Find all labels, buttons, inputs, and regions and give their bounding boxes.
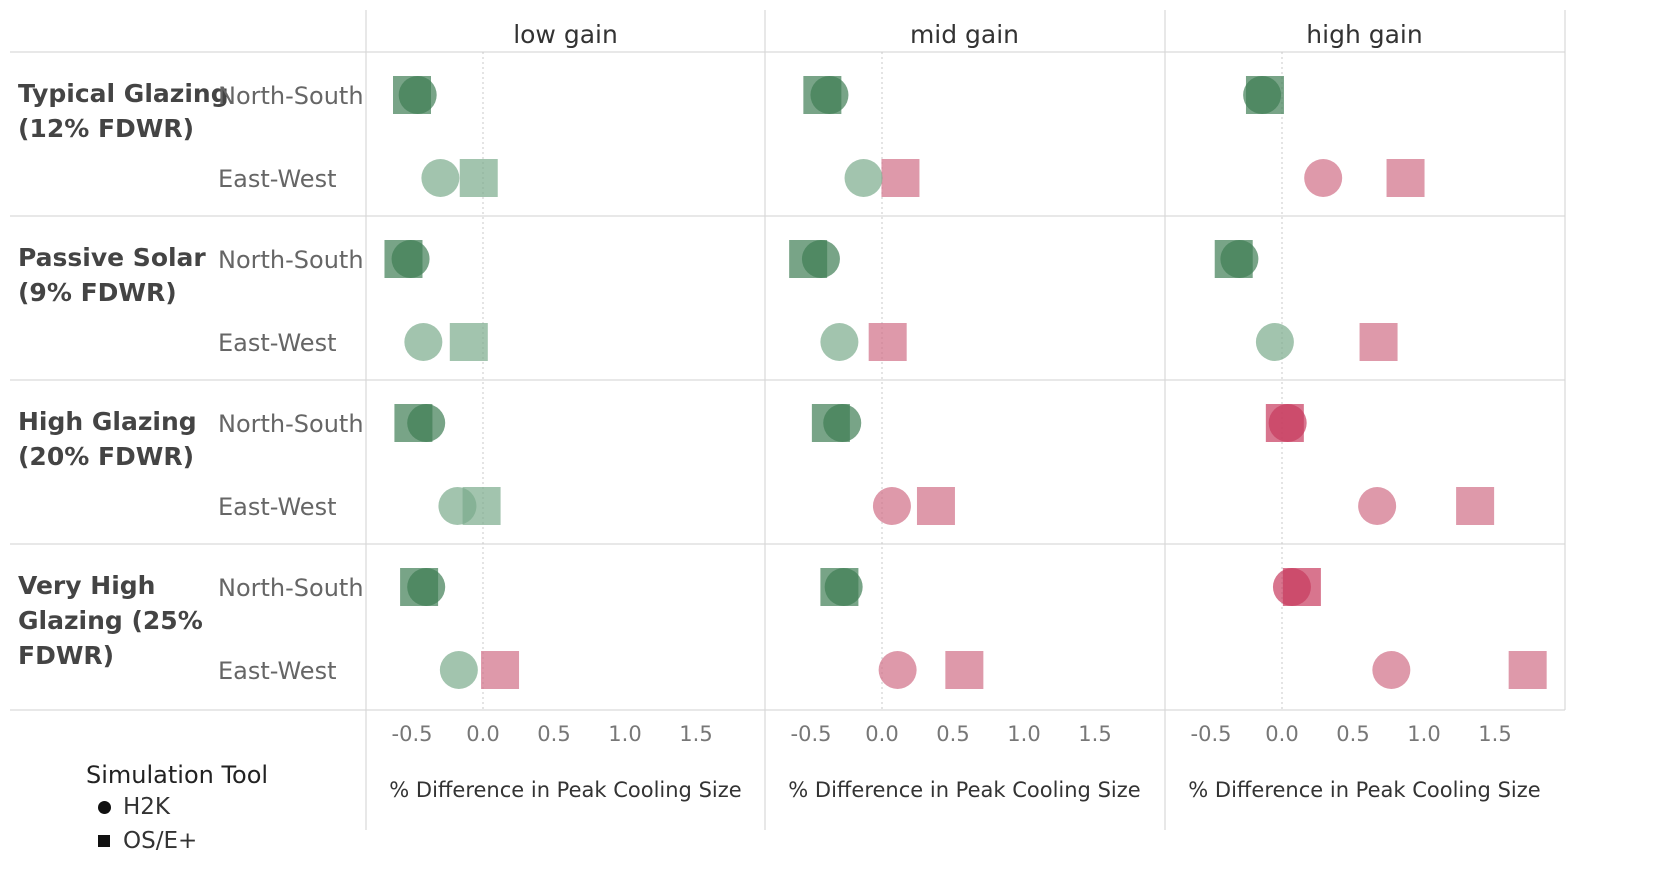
x-tick-label: 0.0 (1265, 722, 1298, 746)
row-label: Glazing (25% (18, 606, 203, 635)
x-axis-label: % Difference in Peak Cooling Size (389, 778, 741, 802)
row-label: (20% FDWR) (18, 442, 194, 471)
h2k-circle-mark (407, 404, 446, 442)
h2k-circle-mark (1304, 159, 1343, 197)
ose-square-mark (1386, 159, 1425, 197)
x-axis-label: % Difference in Peak Cooling Size (788, 778, 1140, 802)
legend: Simulation Tool H2K OS/E+ (86, 760, 268, 858)
ose-square-mark (1456, 487, 1495, 525)
x-tick-label: 1.5 (679, 722, 712, 746)
h2k-circle-mark (820, 323, 859, 361)
h2k-circle-mark (398, 76, 437, 114)
x-tick-label: 1.0 (1007, 722, 1040, 746)
x-tick-label: 0.5 (1336, 722, 1369, 746)
x-tick-label: -0.5 (392, 722, 433, 746)
ose-square-mark (881, 159, 920, 197)
h2k-circle-mark (391, 240, 430, 278)
ose-square-mark (945, 651, 984, 689)
h2k-circle-mark (1243, 76, 1282, 114)
h2k-circle-mark (844, 159, 883, 197)
circle-icon (98, 800, 111, 814)
h2k-circle-mark (439, 651, 478, 689)
legend-label-h2k: H2K (123, 794, 171, 820)
row-label: (12% FDWR) (18, 114, 194, 143)
h2k-circle-mark (824, 568, 863, 606)
orientation-label: North-South (218, 574, 364, 602)
column-header: high gain (1306, 20, 1422, 49)
x-tick-label: 1.0 (608, 722, 641, 746)
ose-square-mark (1359, 323, 1398, 361)
row-label: Typical Glazing (18, 79, 229, 108)
legend-item-ose: OS/E+ (98, 824, 268, 858)
square-icon (98, 835, 110, 847)
orientation-label: East-West (218, 493, 336, 521)
h2k-circle-mark (1358, 487, 1397, 525)
h2k-circle-mark (1272, 568, 1311, 606)
h2k-circle-mark (1255, 323, 1294, 361)
legend-title: Simulation Tool (86, 761, 269, 789)
h2k-circle-mark (421, 159, 460, 197)
x-tick-label: -0.5 (1191, 722, 1232, 746)
h2k-circle-mark (1220, 240, 1259, 278)
x-tick-label: 0.0 (865, 722, 898, 746)
legend-label-ose: OS/E+ (123, 828, 198, 854)
h2k-circle-mark (872, 487, 911, 525)
ose-square-mark (481, 651, 520, 689)
x-tick-label: 0.5 (936, 722, 969, 746)
x-tick-label: 0.0 (466, 722, 499, 746)
orientation-label: East-West (218, 657, 336, 685)
column-header: mid gain (910, 20, 1019, 49)
ose-square-mark (449, 323, 488, 361)
h2k-circle-mark (823, 404, 862, 442)
row-label: (9% FDWR) (18, 278, 177, 307)
ose-square-mark (868, 323, 907, 361)
x-tick-label: 1.0 (1407, 722, 1440, 746)
h2k-circle-mark (801, 240, 840, 278)
orientation-label: North-South (218, 246, 364, 274)
legend-item-h2k: H2K (98, 790, 268, 824)
row-label: FDWR) (18, 641, 114, 670)
row-label: Passive Solar (18, 243, 206, 272)
h2k-circle-mark (1268, 404, 1307, 442)
row-label: Very High (18, 571, 155, 600)
h2k-circle-mark (404, 323, 443, 361)
x-axis-label: % Difference in Peak Cooling Size (1188, 778, 1540, 802)
h2k-circle-mark (810, 76, 849, 114)
orientation-label: North-South (218, 410, 364, 438)
orientation-label: East-West (218, 329, 336, 357)
ose-square-mark (916, 487, 955, 525)
ose-square-mark (459, 159, 498, 197)
x-tick-label: 1.5 (1478, 722, 1511, 746)
row-label: High Glazing (18, 407, 197, 436)
x-tick-label: 1.5 (1078, 722, 1111, 746)
h2k-circle-mark (407, 568, 446, 606)
x-tick-label: -0.5 (791, 722, 832, 746)
h2k-circle-mark (438, 487, 477, 525)
column-header: low gain (513, 20, 618, 49)
ose-square-mark (1508, 651, 1547, 689)
x-tick-label: 0.5 (537, 722, 570, 746)
orientation-label: East-West (218, 165, 336, 193)
h2k-circle-mark (878, 651, 917, 689)
h2k-circle-mark (1372, 651, 1411, 689)
orientation-label: North-South (218, 82, 364, 110)
